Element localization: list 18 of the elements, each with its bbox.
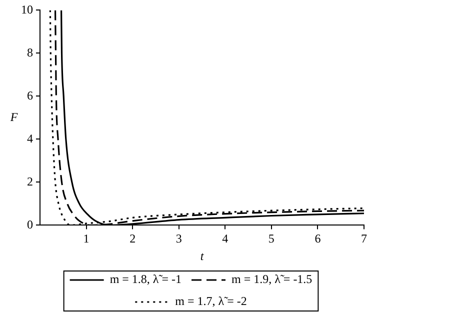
x-tick-label: 4	[222, 232, 228, 246]
y-tick-label: 6	[27, 88, 33, 102]
y-tick-label: 2	[27, 174, 33, 188]
x-tick-label: 3	[176, 232, 182, 246]
x-tick-label: 1	[83, 232, 90, 246]
y-tick-label: 4	[27, 131, 33, 146]
y-tick-label: 0	[27, 217, 33, 232]
y-tick-label: 10	[21, 2, 33, 16]
x-tick-label: 5	[268, 232, 274, 246]
x-axis-title: t	[200, 248, 204, 263]
legend-label: m = 1.7, λ̃ = -2	[175, 294, 247, 308]
legend-label: m = 1.9, λ̃ = -1.5	[232, 272, 312, 286]
y-tick-label: 8	[27, 45, 33, 60]
x-tick-label: 6	[314, 232, 321, 246]
legend-label: m = 1.8, λ̃ = -1	[110, 272, 182, 286]
x-tick-label: 7	[361, 232, 367, 246]
x-tick-label: 2	[130, 232, 136, 246]
y-axis-title: F	[9, 110, 18, 124]
